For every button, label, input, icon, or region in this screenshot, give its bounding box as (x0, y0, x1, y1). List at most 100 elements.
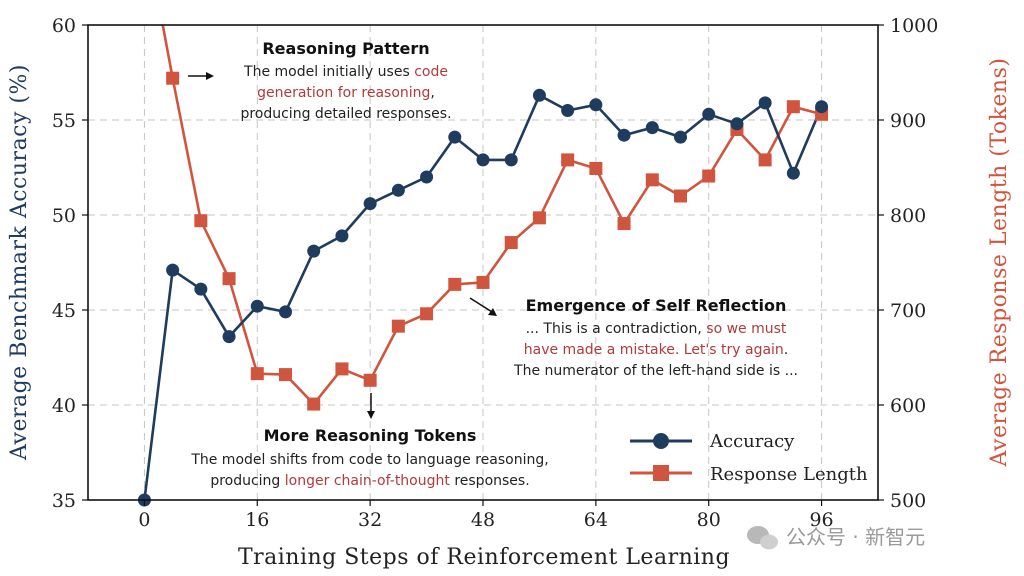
series-lines (143, 24, 823, 501)
legend-item-response-length: Response Length (630, 464, 868, 485)
x-tick-label: 48 (471, 509, 495, 531)
annotation-text: , (430, 85, 434, 101)
accuracy-point (335, 229, 349, 243)
annotation-highlight: have made a mistake. Let's try again (524, 342, 784, 358)
grid-lines (88, 25, 878, 500)
y-right-tick-label: 900 (890, 110, 926, 132)
annotation-line: ... This is a contradiction, so we must (526, 321, 787, 337)
x-tick-label: 80 (697, 509, 721, 531)
annotation-line: producing longer chain-of-thought respon… (210, 473, 529, 489)
y-left-tick-label: 60 (52, 15, 76, 37)
annotation-title: Emergence of Self Reflection (526, 296, 787, 315)
tick-labels: 0 16 32 48 64 80 96 35 40 45 50 55 60 500 600 700 800 900… (52, 15, 939, 531)
response-length-point (279, 368, 292, 382)
accuracy-point (307, 244, 321, 258)
annotation-highlight: so we must (706, 321, 787, 337)
annotation-highlight: generation for reasoning (257, 85, 430, 101)
response-length-point (363, 373, 377, 387)
annotation-title: Reasoning Pattern (262, 39, 429, 58)
accuracy-point (786, 166, 800, 180)
annotation-text: ... This is a contradiction, (526, 321, 707, 337)
response-length-point (222, 272, 236, 286)
legend-item-accuracy: Accuracy (630, 431, 795, 452)
y-left-tick-label: 50 (52, 205, 76, 227)
accuracy-point (476, 153, 490, 167)
annotation-more-tokens: More Reasoning Tokens The model shifts f… (190, 393, 549, 489)
wechat-icon (747, 526, 778, 550)
response-length-point (391, 319, 405, 333)
response-length-point (166, 71, 180, 85)
annotation-reasoning-pattern: Reasoning Pattern The model initially us… (188, 39, 452, 122)
plot-frame (87, 24, 879, 501)
annotation-line: The numerator of the left-hand side is .… (513, 363, 798, 379)
annotation-text: producing (210, 473, 284, 489)
y-right-tick-label: 700 (890, 300, 926, 322)
arrow-down-icon (367, 393, 375, 419)
y-axis-left-title: Average Benchmark Accuracy (%) (7, 64, 32, 461)
response-length-point (194, 214, 208, 228)
response-length-point (307, 397, 321, 411)
annotation-text: The model initially uses (243, 64, 414, 80)
accuracy-point (504, 153, 518, 167)
accuracy-point (420, 170, 434, 184)
annotation-highlight: longer chain-of-thought (285, 473, 451, 489)
y-axis-right-title: Average Response Length (Tokens) (987, 58, 1012, 468)
legend-label: Response Length (710, 464, 868, 485)
y-right-tick-label: 1000 (890, 15, 938, 37)
accuracy-point (617, 128, 631, 142)
x-tick-label: 96 (809, 509, 833, 531)
y-left-tick-label: 45 (52, 300, 76, 322)
arrow-right-icon (188, 72, 214, 80)
y-left-tick-label: 55 (52, 110, 76, 132)
response-length-point (420, 307, 434, 321)
accuracy-point (645, 121, 659, 135)
annotation-highlight: code (414, 64, 448, 80)
watermark-text: 公众号 · 新智元 (786, 525, 925, 549)
y-right-tick-label: 800 (890, 205, 926, 227)
series-markers (137, 71, 829, 507)
response-length-point (702, 169, 716, 183)
accuracy-point (815, 100, 829, 114)
accuracy-point (730, 117, 744, 131)
accuracy-point (391, 183, 405, 197)
y-left-tick-label: 35 (52, 490, 76, 512)
x-tick-label: 0 (138, 509, 150, 531)
accuracy-point (702, 107, 716, 121)
y-right-tick-label: 500 (890, 490, 926, 512)
accuracy-point (363, 197, 377, 211)
response-length-point (448, 277, 462, 291)
legend-label: Accuracy (709, 431, 795, 452)
accuracy-point (532, 88, 546, 102)
annotation-text: . (784, 342, 788, 358)
response-length-point (617, 217, 631, 231)
annotation-line: generation for reasoning, (257, 85, 435, 101)
annotation-text: producing detailed responses. (240, 106, 451, 122)
accuracy-point (222, 330, 236, 344)
watermark: 公众号 · 新智元 (747, 525, 925, 550)
response-length-point (589, 161, 603, 175)
accuracy-point (166, 263, 180, 277)
accuracy-point (758, 96, 772, 110)
response-length-point (645, 173, 659, 187)
annotation-line: The model initially uses code (243, 64, 448, 80)
annotation-line: producing detailed responses. (240, 106, 451, 122)
accuracy-point (279, 305, 292, 319)
annotation-line: The model shifts from code to language r… (190, 452, 548, 468)
x-axis-title: Training Steps of Reinforcement Learning (238, 545, 730, 570)
annotation-text: responses. (450, 473, 530, 489)
x-tick-label: 32 (358, 509, 382, 531)
x-tick-label: 16 (245, 509, 269, 531)
annotation-text: The model shifts from code to language r… (190, 452, 548, 468)
response-length-point (250, 367, 264, 381)
accuracy-point (589, 98, 603, 112)
accuracy-point (250, 299, 264, 313)
x-tick-label: 64 (584, 509, 608, 531)
response-length-point (674, 189, 687, 203)
y-right-tick-label: 600 (890, 395, 926, 417)
annotation-text: The numerator of the left-hand side is .… (513, 363, 798, 379)
accuracy-point (194, 282, 208, 296)
accuracy-point (674, 130, 687, 144)
response-length-point (504, 236, 518, 250)
response-length-point (335, 362, 349, 376)
